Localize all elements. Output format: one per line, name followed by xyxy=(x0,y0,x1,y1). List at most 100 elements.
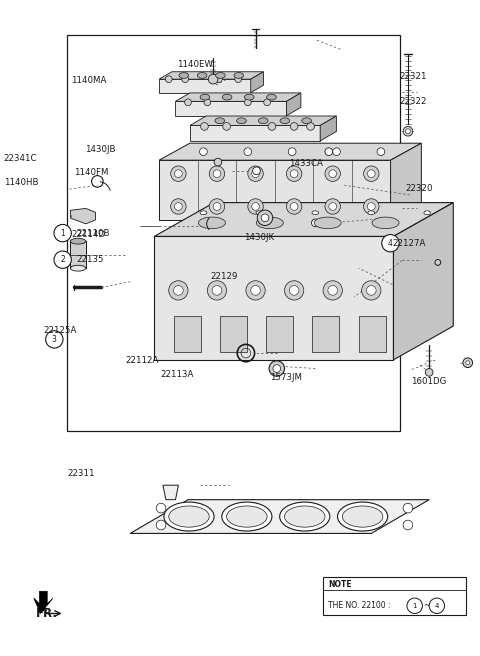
Polygon shape xyxy=(312,316,339,352)
Polygon shape xyxy=(159,160,391,220)
Circle shape xyxy=(466,361,469,365)
Ellipse shape xyxy=(368,211,375,215)
Text: 4: 4 xyxy=(388,239,393,248)
Circle shape xyxy=(367,170,375,178)
Circle shape xyxy=(223,123,230,131)
Circle shape xyxy=(363,199,379,215)
Text: 22320: 22320 xyxy=(405,184,433,194)
Circle shape xyxy=(200,148,207,155)
Circle shape xyxy=(363,166,379,182)
Ellipse shape xyxy=(169,506,209,527)
Text: FR.: FR. xyxy=(36,607,58,621)
Circle shape xyxy=(407,598,422,613)
Circle shape xyxy=(329,203,336,211)
Polygon shape xyxy=(154,236,394,360)
Polygon shape xyxy=(71,209,96,224)
Circle shape xyxy=(285,281,304,300)
Ellipse shape xyxy=(227,506,267,527)
Circle shape xyxy=(156,520,166,530)
Ellipse shape xyxy=(164,502,214,531)
Text: THE NO. 22100 :: THE NO. 22100 : xyxy=(328,602,390,610)
Polygon shape xyxy=(320,116,336,141)
Text: 22341C: 22341C xyxy=(4,154,37,163)
Ellipse shape xyxy=(200,94,210,100)
Circle shape xyxy=(425,369,433,377)
Circle shape xyxy=(307,123,314,131)
Circle shape xyxy=(54,251,72,268)
Ellipse shape xyxy=(372,217,399,229)
Circle shape xyxy=(367,203,375,211)
Ellipse shape xyxy=(267,94,276,100)
Circle shape xyxy=(169,281,188,300)
Polygon shape xyxy=(176,101,287,116)
Text: 22135: 22135 xyxy=(76,255,104,264)
Polygon shape xyxy=(394,203,453,360)
Ellipse shape xyxy=(71,265,86,271)
Circle shape xyxy=(269,361,285,377)
Ellipse shape xyxy=(222,502,272,531)
Circle shape xyxy=(287,166,302,182)
Ellipse shape xyxy=(244,94,254,100)
Circle shape xyxy=(325,148,333,155)
Circle shape xyxy=(204,99,211,106)
Circle shape xyxy=(264,99,271,106)
Circle shape xyxy=(323,281,342,300)
Text: 1140EW: 1140EW xyxy=(178,60,214,70)
Polygon shape xyxy=(34,591,53,613)
Circle shape xyxy=(209,199,225,215)
Circle shape xyxy=(261,214,269,222)
Circle shape xyxy=(208,74,218,84)
Circle shape xyxy=(201,123,208,131)
Ellipse shape xyxy=(200,211,207,215)
Circle shape xyxy=(244,99,251,106)
Ellipse shape xyxy=(222,94,232,100)
Circle shape xyxy=(325,199,340,215)
Circle shape xyxy=(209,166,225,182)
Text: 1140FM: 1140FM xyxy=(74,169,109,178)
Polygon shape xyxy=(71,241,86,268)
Circle shape xyxy=(290,203,298,211)
Circle shape xyxy=(403,520,413,530)
Circle shape xyxy=(214,158,222,166)
Polygon shape xyxy=(159,72,264,79)
Circle shape xyxy=(290,170,298,178)
Circle shape xyxy=(251,285,260,295)
Polygon shape xyxy=(176,93,301,101)
Ellipse shape xyxy=(314,217,341,229)
Ellipse shape xyxy=(197,73,207,78)
Ellipse shape xyxy=(337,502,388,531)
Circle shape xyxy=(216,76,222,83)
Polygon shape xyxy=(359,316,386,352)
Circle shape xyxy=(174,285,183,295)
Circle shape xyxy=(289,285,299,295)
Circle shape xyxy=(290,123,298,131)
Circle shape xyxy=(156,503,166,513)
Circle shape xyxy=(366,285,376,295)
Polygon shape xyxy=(159,79,251,92)
Circle shape xyxy=(252,167,260,174)
Ellipse shape xyxy=(424,211,431,215)
Ellipse shape xyxy=(256,217,283,229)
Polygon shape xyxy=(391,143,421,220)
Ellipse shape xyxy=(258,118,268,123)
Circle shape xyxy=(287,199,302,215)
Text: 1573JM: 1573JM xyxy=(270,373,302,382)
Text: 22125A: 22125A xyxy=(43,326,77,335)
Circle shape xyxy=(406,129,410,134)
Circle shape xyxy=(244,148,252,155)
Text: 1430JB: 1430JB xyxy=(85,145,116,154)
Circle shape xyxy=(213,203,221,211)
Ellipse shape xyxy=(312,211,319,215)
Circle shape xyxy=(175,203,182,211)
Text: 4: 4 xyxy=(435,603,439,609)
Circle shape xyxy=(54,224,72,242)
Text: 22321: 22321 xyxy=(400,72,427,81)
Circle shape xyxy=(328,285,337,295)
Circle shape xyxy=(273,365,281,373)
Text: 1430JK: 1430JK xyxy=(244,233,274,242)
Circle shape xyxy=(361,281,381,300)
Text: 1: 1 xyxy=(60,228,65,237)
Circle shape xyxy=(252,203,259,211)
Ellipse shape xyxy=(216,73,225,78)
Circle shape xyxy=(325,166,340,182)
